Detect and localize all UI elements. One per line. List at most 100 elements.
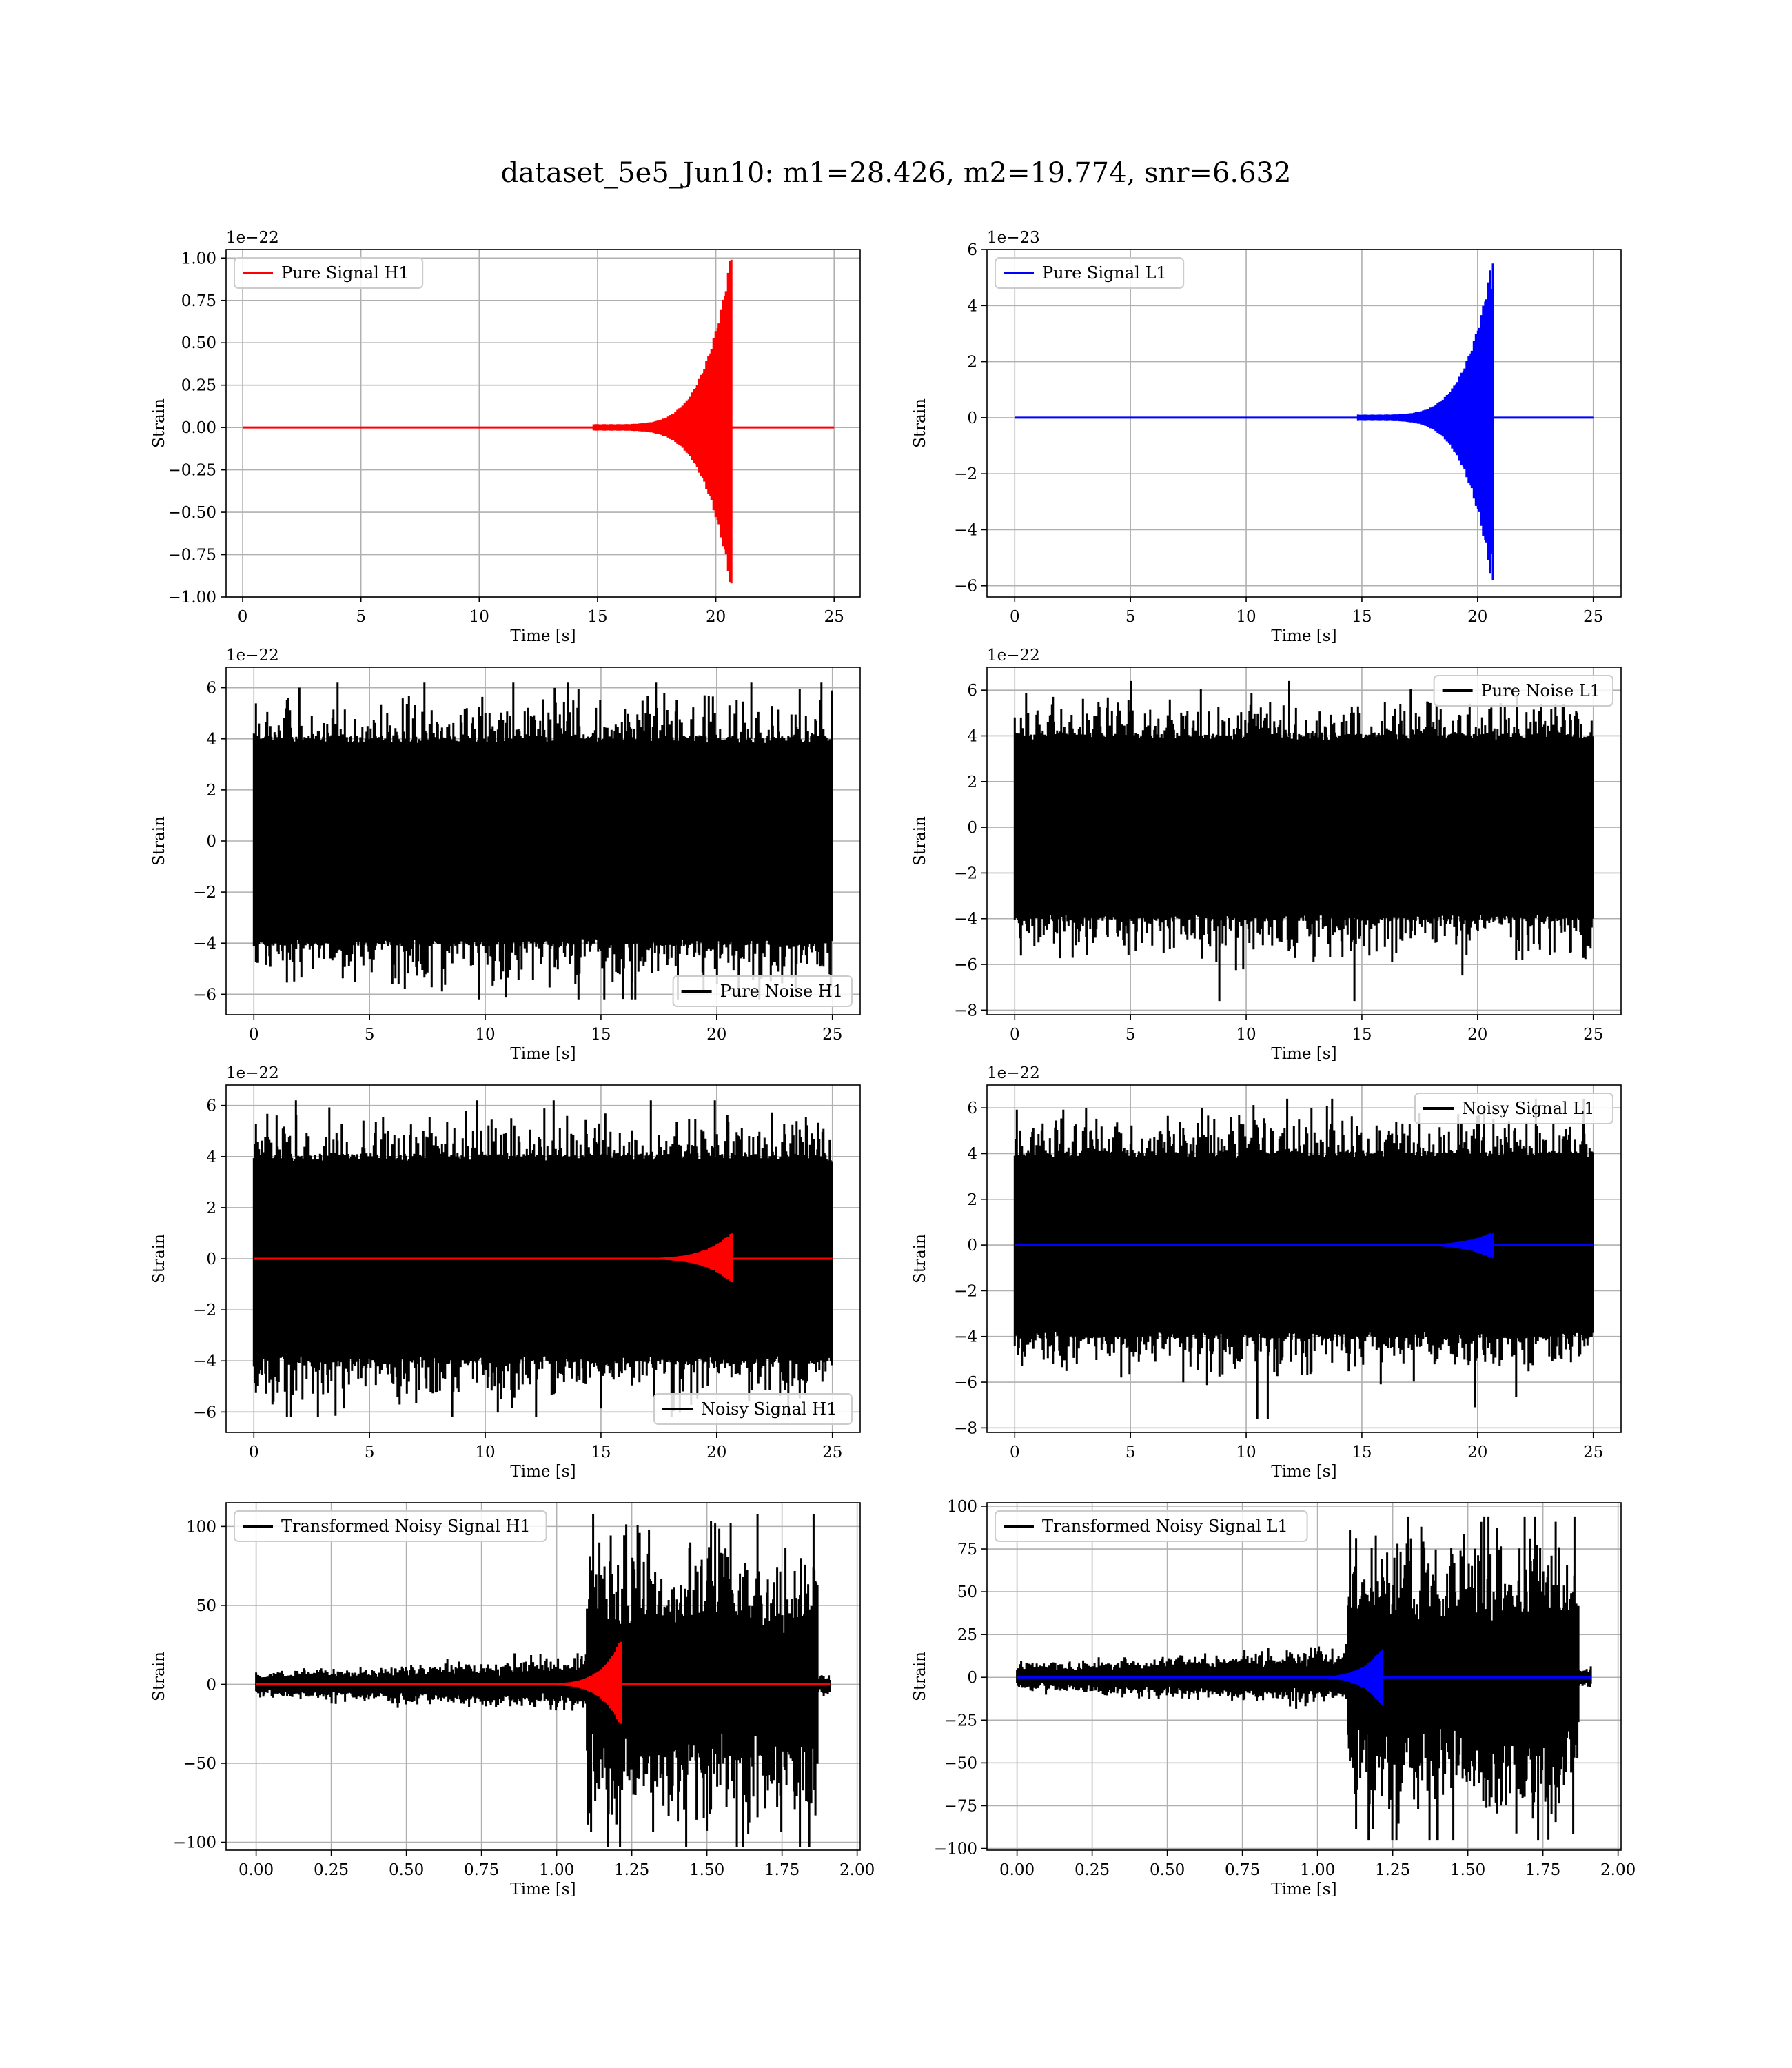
x-tick-label: 20: [1467, 608, 1487, 626]
y-tick-label: 6: [967, 1099, 977, 1117]
y-tick-label: 4: [967, 727, 977, 745]
y-tick-label: 2: [967, 354, 977, 372]
y-tick-label: −75: [944, 1797, 977, 1815]
data-layer: [243, 259, 835, 584]
x-axis-label: Time [s]: [510, 627, 576, 645]
y-tick-label: 100: [186, 1518, 216, 1536]
legend-box: [672, 975, 853, 1007]
x-tick-label: 1.75: [1525, 1861, 1560, 1879]
y-tick-label: 0: [206, 1676, 216, 1694]
y-tick-label: 0.25: [181, 377, 216, 395]
legend: Noisy Signal H1: [653, 1393, 853, 1425]
y-tick-label: 1.00: [181, 250, 216, 267]
y-tick-label: −6: [954, 1374, 977, 1392]
x-tick-label: 0.50: [389, 1861, 424, 1879]
y-tick-label: −8: [954, 1002, 977, 1020]
legend-label: Transformed Noisy Signal H1: [281, 1517, 531, 1536]
x-tick-label: 0: [1010, 608, 1020, 626]
plot-area: [987, 250, 1621, 597]
plot-area: [226, 250, 860, 597]
y-tick-label: 0: [967, 819, 977, 837]
y-offset-text: 1e−22: [987, 647, 1040, 665]
y-axis-label: Strain: [911, 1234, 929, 1284]
x-tick-label: 15: [1352, 1443, 1372, 1461]
y-tick-label: −1.00: [168, 589, 216, 607]
data-layer: [1016, 1516, 1592, 1841]
x-tick-label: 1.25: [614, 1861, 649, 1879]
x-tick-label: 2.00: [1600, 1861, 1636, 1879]
x-tick-label: 1.50: [689, 1861, 724, 1879]
x-tick-label: 5: [356, 608, 366, 626]
x-tick-label: 10: [475, 1026, 495, 1044]
legend: Pure Noise H1: [672, 975, 853, 1007]
x-tick-label: 0.50: [1150, 1861, 1185, 1879]
plot-frame: [225, 249, 861, 598]
plot-frame: [986, 1502, 1622, 1851]
y-tick-label: −0.50: [168, 504, 216, 522]
y-tick-label: 0: [967, 1237, 977, 1255]
x-tick-label: 5: [1126, 1026, 1136, 1044]
plot-frame: [225, 1502, 861, 1851]
y-tick-label: 4: [206, 1148, 216, 1166]
noise-trace: [1013, 680, 1594, 1002]
legend: Noisy Signal L1: [1414, 1093, 1613, 1124]
y-axis-label: Strain: [911, 398, 929, 448]
x-tick-label: 20: [1467, 1443, 1487, 1461]
figure-title: dataset_5e5_Jun10: m1=28.426, m2=19.774,…: [500, 157, 1292, 189]
y-tick-label: 0.00: [181, 419, 216, 437]
y-offset-text: 1e−23: [987, 229, 1040, 247]
y-tick-label: 6: [967, 241, 977, 259]
y-tick-label: −6: [193, 1403, 216, 1421]
x-axis-label: Time [s]: [510, 1881, 576, 1898]
y-tick-label: −2: [193, 1301, 216, 1319]
x-axis-label: Time [s]: [1271, 1045, 1336, 1063]
y-tick-label: −2: [193, 884, 216, 902]
data-layer: [1013, 1098, 1594, 1419]
y-axis-label: Strain: [150, 1652, 168, 1701]
y-tick-label: 2: [206, 1199, 216, 1217]
plot-frame: [986, 249, 1622, 598]
y-tick-label: −2: [954, 864, 977, 882]
x-tick-label: 0.75: [1225, 1861, 1260, 1879]
x-tick-label: 5: [1126, 1443, 1136, 1461]
subplot-pure-noise-h1: 0 5 10 15 20 25 −6 −4 −2 0 2 4 6 Time [s] Strain 1e−22 P…: [150, 647, 861, 1063]
x-tick-label: 5: [365, 1443, 375, 1461]
y-tick-label: 6: [967, 682, 977, 700]
x-tick-label: 10: [1236, 1443, 1256, 1461]
x-tick-label: 15: [591, 1026, 611, 1044]
x-axis-label: Time [s]: [510, 1463, 576, 1481]
x-tick-label: 0.75: [464, 1861, 499, 1879]
legend-label: Pure Noise L1: [1481, 681, 1600, 700]
y-tick-label: −2: [954, 465, 977, 483]
x-axis-label: Time [s]: [1271, 627, 1336, 645]
x-tick-label: 0: [249, 1026, 259, 1044]
legend: Transformed Noisy Signal H1: [234, 1510, 547, 1542]
noise-trace: [1013, 1098, 1594, 1419]
y-tick-label: −50: [183, 1755, 216, 1773]
plot-frame: [986, 667, 1622, 1015]
y-tick-label: −4: [954, 521, 977, 539]
x-tick-label: 20: [706, 1443, 726, 1461]
data-layer: [1015, 263, 1594, 580]
x-tick-label: 0.25: [314, 1861, 349, 1879]
x-tick-label: 5: [1126, 608, 1136, 626]
x-tick-label: 15: [1352, 1026, 1372, 1044]
legend-label: Pure Noise H1: [720, 982, 843, 1001]
x-tick-label: 0.00: [999, 1861, 1035, 1879]
data-layer: [255, 1514, 831, 1847]
y-axis-label: Strain: [150, 1234, 168, 1284]
y-tick-label: −100: [934, 1841, 977, 1858]
y-tick-label: −0.75: [168, 547, 216, 565]
y-offset-text: 1e−22: [226, 1064, 279, 1082]
y-tick-label: −6: [954, 956, 977, 974]
x-tick-label: 5: [365, 1026, 375, 1044]
data-layer: [1013, 680, 1594, 1002]
y-tick-label: −4: [193, 935, 216, 953]
legend-label: Noisy Signal L1: [1462, 1099, 1594, 1118]
y-tick-label: 0: [967, 1669, 977, 1687]
subplot-pure-signal-l1: 0 5 10 15 20 25 −6 −4 −2 0 2 4 6 Time [s] Strain 1e−23P…: [911, 229, 1622, 645]
x-tick-label: 20: [1467, 1026, 1487, 1044]
y-tick-label: 4: [967, 1145, 977, 1163]
subplot-transformed-noisy-signal-h1: 0.00 0.25 0.50 0.75 1.00 1.25 1.50 1.75 2.00 −100…: [150, 1502, 875, 1898]
y-tick-label: 2: [967, 1191, 977, 1209]
